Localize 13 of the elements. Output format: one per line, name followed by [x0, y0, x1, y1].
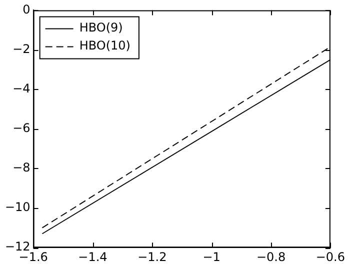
y-tick-label: −4: [12, 81, 30, 96]
legend-label: HBO(9): [79, 20, 123, 34]
y-tick-label: −2: [12, 42, 30, 56]
y-tick-label: −8: [12, 160, 30, 175]
y-tick-label: −10: [4, 200, 30, 214]
x-tick-label: −0.6: [316, 250, 345, 264]
x-tick-label: −0.8: [256, 250, 286, 264]
x-tick-label: −1.2: [138, 250, 167, 264]
legend-label: HBO(10): [79, 38, 130, 52]
y-tick-label: 0: [22, 2, 30, 16]
x-tick-label: −1.4: [78, 250, 108, 264]
y-tick-label: −6: [12, 121, 30, 136]
x-tick-label: −1: [202, 250, 220, 264]
